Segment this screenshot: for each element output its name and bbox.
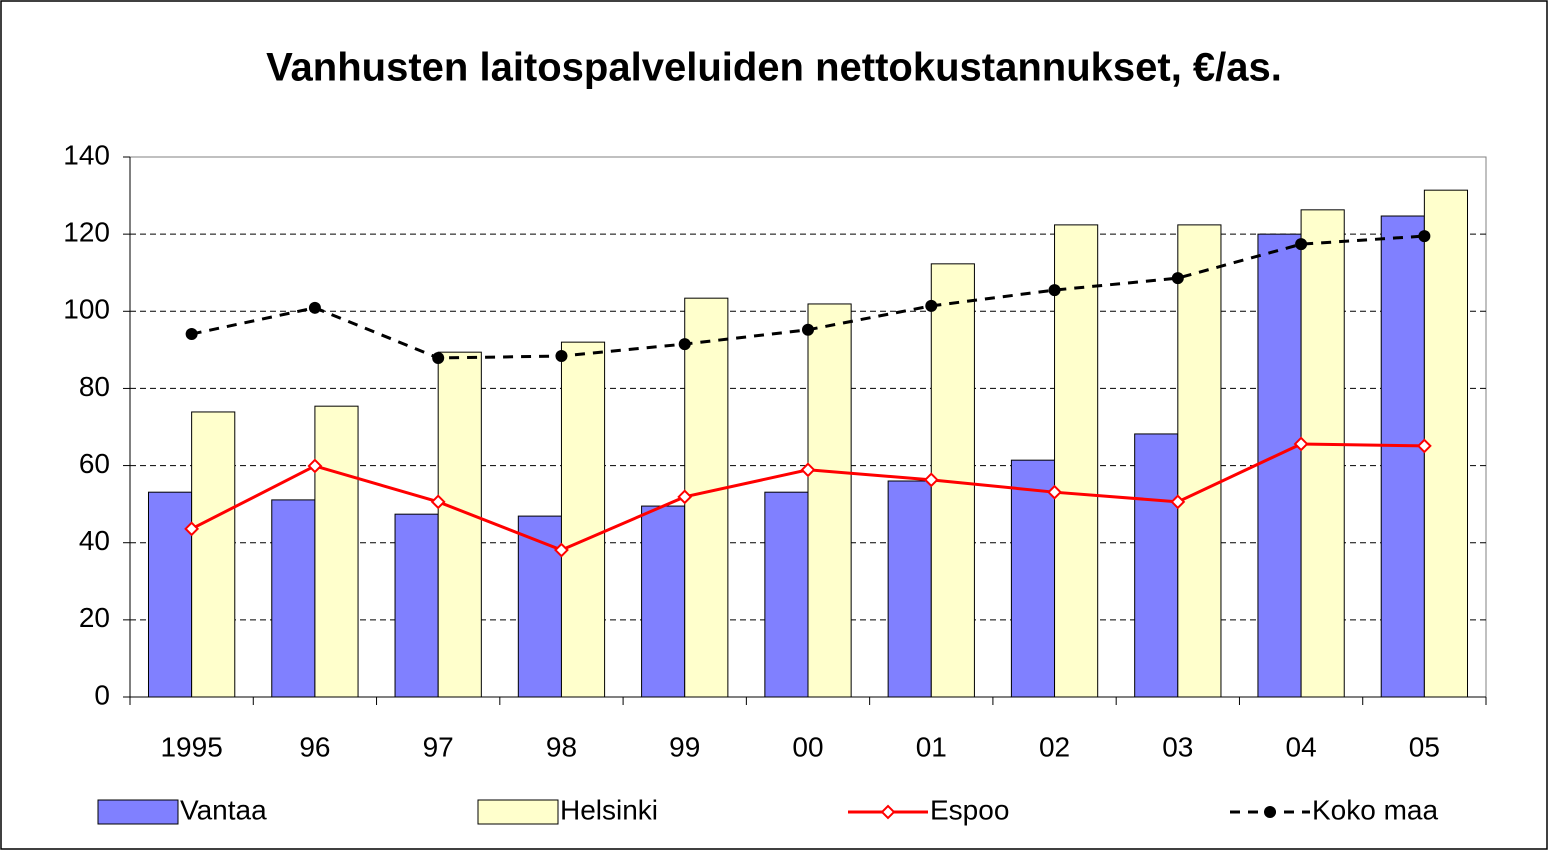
bar: [1300, 209, 1345, 698]
bar: [641, 505, 686, 698]
marker: [1295, 238, 1308, 251]
x-tick-label: 96: [299, 731, 330, 762]
bar: [191, 411, 236, 698]
marker: [677, 489, 693, 505]
marker: [802, 323, 814, 336]
bar: [1010, 459, 1056, 698]
marker: [308, 301, 321, 314]
x-tick-label: 03: [1162, 731, 1193, 762]
bar: [271, 499, 316, 698]
marker: [185, 328, 198, 341]
x-tick-label: 97: [423, 731, 454, 762]
legend-label: Koko maa: [1312, 794, 1438, 825]
bar: [1423, 189, 1469, 698]
marker: [923, 472, 939, 488]
chart-title: Vanhusten laitospalveluiden nettokustann…: [266, 46, 1282, 90]
y-tick-label: 0: [94, 679, 110, 710]
legend-marker: [1264, 806, 1276, 818]
x-tick-label: 05: [1409, 731, 1440, 762]
marker: [1293, 436, 1309, 452]
marker: [1048, 284, 1061, 297]
x-tick-label: 01: [916, 731, 947, 762]
marker: [432, 351, 445, 364]
bar: [147, 491, 193, 698]
bar: [1134, 433, 1179, 698]
bar: [517, 515, 562, 698]
marker: [925, 299, 938, 312]
bar: [560, 341, 606, 698]
bar: [394, 513, 439, 698]
x-tick-label: 00: [792, 731, 823, 762]
legend-label: Espoo: [930, 794, 1009, 825]
marker: [184, 521, 200, 537]
y-tick-label: 100: [63, 294, 110, 325]
y-tick-label: 40: [79, 525, 110, 556]
marker: [554, 542, 569, 558]
bar: [314, 405, 359, 698]
marker: [307, 458, 323, 474]
marker: [1416, 438, 1432, 454]
y-tick-label: 20: [79, 602, 110, 633]
bar: [1054, 224, 1099, 698]
bar: [764, 491, 809, 698]
y-tick-label: 120: [63, 217, 110, 248]
legend-swatch: [97, 799, 179, 825]
x-tick-label: 02: [1039, 731, 1070, 762]
marker: [555, 350, 568, 363]
legend-label: Vantaa: [180, 794, 267, 825]
bar: [887, 480, 932, 698]
marker: [800, 462, 816, 478]
y-tick-label: 80: [79, 371, 110, 402]
x-tick-label: 04: [1286, 731, 1317, 762]
x-tick-label: 99: [669, 731, 700, 762]
bar: [1257, 233, 1302, 698]
legend-swatch: [477, 799, 559, 825]
x-tick-label: 1995: [160, 731, 222, 762]
marker: [430, 494, 446, 510]
bar: [807, 303, 852, 698]
legend-label: Helsinki: [560, 794, 658, 825]
y-tick-label: 140: [63, 139, 110, 170]
legend-marker: [880, 804, 896, 820]
bar: [1380, 215, 1425, 698]
marker: [1171, 272, 1184, 285]
marker: [1418, 230, 1431, 243]
y-tick-label: 60: [79, 448, 110, 479]
x-tick-label: 98: [546, 731, 577, 762]
marker: [678, 338, 691, 351]
bar: [437, 351, 482, 698]
marker: [1047, 484, 1062, 500]
marker: [1170, 494, 1186, 510]
bar: [1177, 224, 1222, 698]
